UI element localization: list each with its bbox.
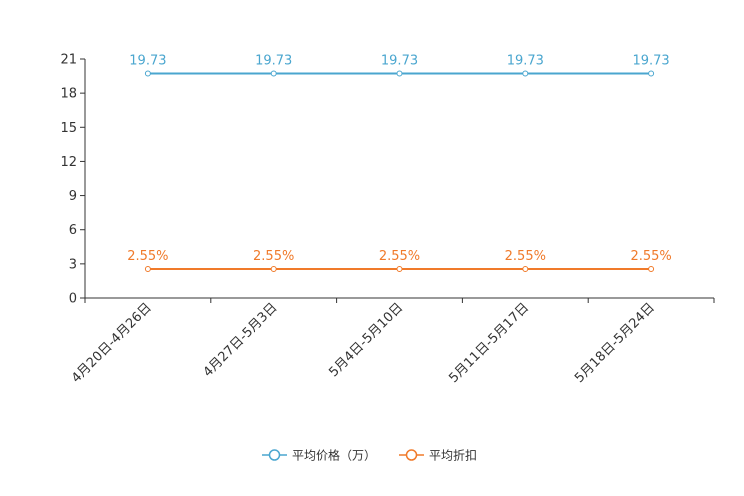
- y-tick-label: 9: [69, 189, 77, 204]
- legend-marker-icon: [405, 449, 418, 461]
- x-tick-label: 4月27日-5月3日: [201, 300, 281, 380]
- data-label: 19.73: [507, 53, 544, 68]
- legend[interactable]: 平均价格（万） 平均折扣: [262, 448, 477, 463]
- x-axis-ticks: 4月20日-4月26日 4月27日-5月3日 5月4日-5月10日 5月11日-5月1…: [69, 298, 715, 386]
- y-tick-label: 15: [60, 121, 77, 136]
- data-label: 2.55%: [379, 249, 420, 264]
- data-point[interactable]: [144, 70, 151, 77]
- y-tick-label: 18: [60, 87, 77, 102]
- y-axis-ticks: 0 3 6 9 12 15 18 21: [60, 53, 85, 307]
- data-point[interactable]: [396, 70, 403, 77]
- data-label: 2.55%: [253, 249, 294, 264]
- data-label: 19.73: [381, 53, 418, 68]
- data-label: 19.73: [255, 53, 292, 68]
- data-point[interactable]: [648, 265, 655, 272]
- legend-item-2[interactable]: 平均折扣: [399, 448, 477, 463]
- data-point[interactable]: [648, 70, 655, 77]
- series-group: 19.73 19.73 19.73 19.73 19.732.55% 2.55% 2.55%…: [127, 53, 672, 272]
- data-point[interactable]: [522, 70, 529, 77]
- legend-item-1[interactable]: 平均价格（万）: [262, 448, 376, 463]
- data-label: 2.55%: [630, 249, 671, 264]
- x-tick-label: 4月20日-4月26日: [69, 300, 155, 386]
- y-tick-label: 3: [69, 257, 77, 272]
- data-label: 19.73: [632, 53, 669, 68]
- series-1: 19.73 19.73 19.73 19.73 19.73: [129, 53, 670, 77]
- y-tick-label: 12: [60, 155, 77, 170]
- x-tick-label: 5月18日-5月24日: [572, 300, 658, 386]
- data-point[interactable]: [396, 265, 403, 272]
- y-tick-label: 21: [60, 53, 77, 68]
- data-label: 2.55%: [127, 249, 168, 264]
- x-tick-label: 5月4日-5月10日: [326, 300, 406, 380]
- y-tick-label: 0: [69, 292, 77, 307]
- y-tick-label: 6: [69, 223, 77, 238]
- x-tick-label: 5月11日-5月17日: [446, 300, 532, 386]
- data-label: 19.73: [129, 53, 166, 68]
- legend-label: 平均折扣: [429, 448, 477, 463]
- data-label: 2.55%: [505, 249, 546, 264]
- data-point[interactable]: [522, 265, 529, 272]
- legend-label: 平均价格（万）: [292, 448, 376, 463]
- data-point[interactable]: [270, 70, 277, 77]
- data-point[interactable]: [270, 265, 277, 272]
- series-2: 2.55% 2.55% 2.55% 2.55% 2.55%: [127, 249, 672, 272]
- legend-marker-icon: [268, 449, 281, 461]
- data-point[interactable]: [144, 265, 151, 272]
